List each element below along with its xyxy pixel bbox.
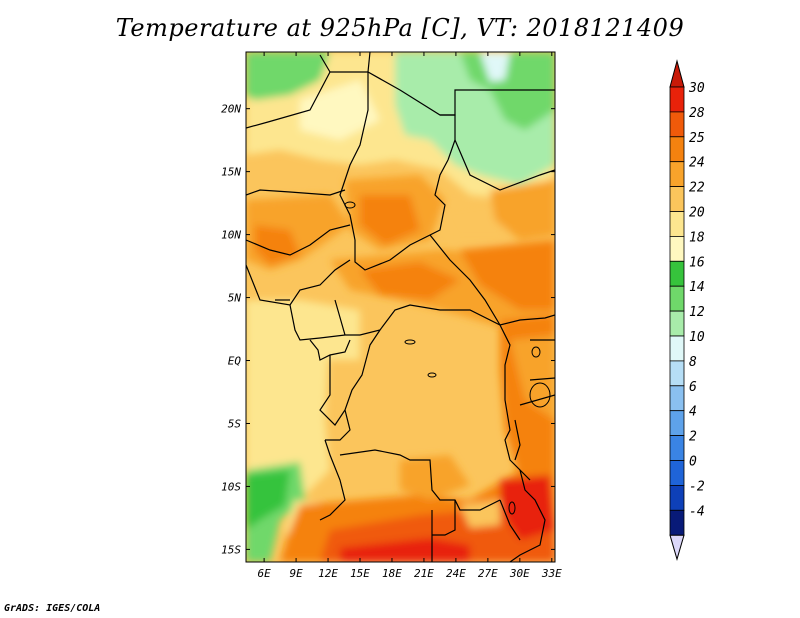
colorbar-swatch bbox=[669, 310, 685, 337]
colorbar-label: 4 bbox=[689, 405, 697, 420]
colorbar-label: 2 bbox=[689, 430, 697, 445]
lon-tick-label: 18E bbox=[382, 567, 402, 580]
colorbar-label: -4 bbox=[689, 504, 705, 519]
colorbar-swatch bbox=[669, 285, 685, 312]
lon-tick-label: 27E bbox=[478, 567, 498, 580]
lat-tick-label: EQ bbox=[228, 355, 242, 368]
colorbar-swatch bbox=[669, 111, 685, 138]
lon-tick-label: 9E bbox=[289, 567, 303, 580]
lat-tick-label: 5S bbox=[228, 417, 242, 430]
colorbar-swatch bbox=[669, 360, 685, 387]
colorbar-swatch bbox=[669, 385, 685, 412]
lon-tick-label: 33E bbox=[541, 567, 562, 580]
lat-tick-label: 10S bbox=[221, 480, 241, 493]
colorbar-label: 30 bbox=[688, 81, 705, 96]
lon-tick-label: 6E bbox=[257, 567, 271, 580]
lat-tick-label: 5N bbox=[228, 292, 242, 305]
colorbar-label: 6 bbox=[689, 380, 697, 395]
lon-tick-label: 30E bbox=[509, 567, 530, 580]
colorbar-swatch bbox=[669, 484, 685, 511]
colorbar-swatch bbox=[669, 235, 685, 262]
lat-tick-label: 20N bbox=[221, 103, 241, 116]
colorbar-bottom-arrow bbox=[669, 534, 685, 561]
lat-tick-label: 10N bbox=[221, 229, 241, 242]
latitude-axis: 20N 15N 10N 5N EQ 5S 10S 15S bbox=[221, 103, 555, 556]
colorbar-swatch bbox=[669, 435, 685, 461]
colorbar-label: 0 bbox=[689, 455, 697, 470]
colorbar-swatch bbox=[669, 410, 685, 437]
longitude-axis: 6E 9E 12E 15E 18E 21E 24E 27E 30E 33E bbox=[257, 52, 562, 580]
colorbar-label: 16 bbox=[689, 255, 705, 270]
colorbar-label: 8 bbox=[689, 355, 697, 370]
map-title: Temperature at 925hPa [C], VT: 201812140… bbox=[115, 14, 685, 42]
lat-tick-label: 15S bbox=[221, 543, 241, 556]
colorbar-swatch bbox=[669, 211, 685, 237]
colorbar-swatch bbox=[669, 509, 685, 536]
colorbar-label: 25 bbox=[689, 131, 705, 146]
lon-tick-label: 15E bbox=[350, 567, 370, 580]
colorbar-top-arrow bbox=[669, 59, 685, 88]
lon-tick-label: 24E bbox=[446, 567, 466, 580]
colorbar-label: 14 bbox=[689, 280, 705, 295]
colorbar-label: 18 bbox=[689, 230, 705, 245]
lon-tick-label: 21E bbox=[414, 567, 434, 580]
country-borders bbox=[246, 52, 555, 562]
colorbar-swatch bbox=[669, 161, 685, 187]
colorbar-swatch bbox=[669, 460, 685, 486]
colorbar-swatch bbox=[669, 186, 685, 212]
colorbar-label: -2 bbox=[689, 479, 705, 494]
colorbar-swatch bbox=[669, 260, 685, 287]
colorbar-label: 22 bbox=[689, 181, 705, 196]
temperature-field bbox=[246, 52, 555, 562]
colorbar-swatch bbox=[669, 136, 685, 163]
colorbar-label: 24 bbox=[689, 156, 705, 171]
grads-credit: GrADS: IGES/COLA bbox=[4, 603, 101, 614]
lat-tick-label: 15N bbox=[221, 166, 241, 179]
colorbar-swatch bbox=[669, 335, 685, 362]
colorbar-label: 28 bbox=[689, 106, 705, 121]
lon-tick-label: 12E bbox=[318, 567, 338, 580]
colorbar-label: 10 bbox=[689, 330, 705, 345]
colorbar-label: 20 bbox=[689, 206, 705, 221]
colorbar-swatch bbox=[669, 86, 685, 113]
map-frame bbox=[245, 51, 556, 563]
lake-outlines bbox=[344, 201, 551, 515]
colorbar-label: 12 bbox=[689, 305, 705, 320]
